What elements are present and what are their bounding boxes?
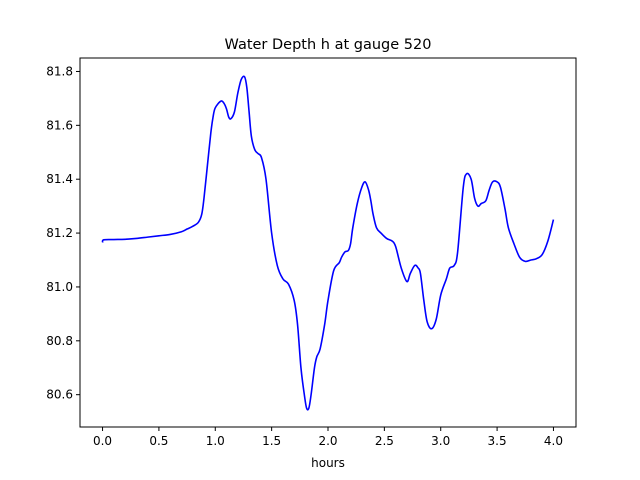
y-tick-label: 81.2 <box>46 226 73 240</box>
y-tick-label: 81.8 <box>46 64 73 78</box>
x-tick-label: 4.0 <box>544 434 563 448</box>
x-tick-label: 0.0 <box>93 434 112 448</box>
series-line-0 <box>101 75 555 411</box>
y-tick-label: 80.6 <box>46 388 73 402</box>
x-tick-label: 2.0 <box>318 434 337 448</box>
x-tick-label: 0.5 <box>149 434 168 448</box>
x-axis-label: hours <box>311 456 345 470</box>
x-tick-label: 2.5 <box>375 434 394 448</box>
x-tick-label: 3.0 <box>431 434 450 448</box>
x-tick-label: 1.0 <box>206 434 225 448</box>
y-tick-label: 81.4 <box>46 172 73 186</box>
y-axis: 80.6 80.8 81.0 81.2 81.4 81.6 81.8 <box>46 64 80 402</box>
x-axis: 0.0 0.5 1.0 1.5 2.0 2.5 3.0 3.5 4.0 <box>93 427 563 448</box>
y-tick-label: 81.0 <box>46 280 73 294</box>
chart-title: Water Depth h at gauge 520 <box>225 37 432 53</box>
plot-area <box>101 75 555 411</box>
x-tick-label: 1.5 <box>262 434 281 448</box>
y-tick-label: 81.6 <box>46 118 73 132</box>
x-tick-label: 3.5 <box>488 434 507 448</box>
y-tick-label: 80.8 <box>46 334 73 348</box>
